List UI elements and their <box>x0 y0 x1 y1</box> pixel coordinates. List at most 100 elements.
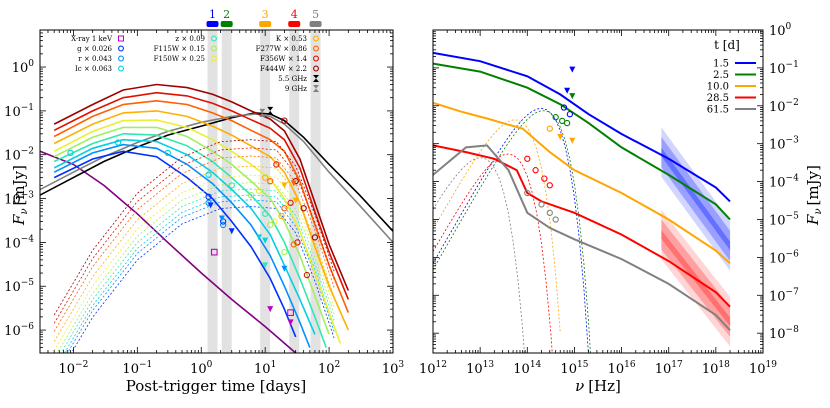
legend-label: 28.5 <box>707 93 729 104</box>
data-point <box>552 216 559 223</box>
light-curve <box>53 132 327 348</box>
left-legend: X-ray 1 keV g × 0.026 r × 0.043 Ic × 0.063 z… <box>71 35 319 93</box>
upper-limit <box>564 87 571 94</box>
legend-label: K × 0.53 <box>276 35 307 43</box>
y-tick-label: 10−7 <box>769 287 799 304</box>
upper-limit <box>557 134 564 141</box>
data-point <box>219 221 227 229</box>
upper-limit <box>569 93 576 100</box>
legend-label: F444W × 2.2 <box>260 65 307 73</box>
data-point <box>205 193 212 200</box>
thermal-component-curve <box>433 157 525 353</box>
epoch-band <box>260 30 271 353</box>
dashed-component-curve <box>53 139 335 316</box>
legend-label: g × 0.026 <box>77 45 112 53</box>
light-curve <box>53 91 350 300</box>
x-tick-label: 10−1 <box>122 360 152 377</box>
legend-marker <box>211 35 217 42</box>
data-point <box>524 189 531 197</box>
data-point <box>281 205 288 212</box>
legend-marker <box>211 45 217 52</box>
epoch-label: 1 <box>209 8 216 21</box>
upper-limit <box>228 228 235 235</box>
dashed-component-curve <box>53 147 335 324</box>
upper-limit <box>255 234 262 241</box>
light-curve <box>53 119 342 344</box>
legend-label: F115W × 0.15 <box>154 45 205 53</box>
x-tick-label: 100 <box>190 360 213 377</box>
light-curve <box>53 126 330 335</box>
data-point <box>532 167 539 174</box>
sed-curve <box>433 101 731 265</box>
legend-marker <box>313 75 319 82</box>
dashed-component-curve <box>64 194 335 353</box>
dashed-component-curve <box>66 199 335 353</box>
legend-marker <box>313 35 319 42</box>
x-tick-label: 10−2 <box>59 360 89 377</box>
legend-marker <box>313 85 319 92</box>
upper-limit <box>262 237 269 244</box>
legend-label: 1.5 <box>713 59 729 70</box>
light-curve <box>53 99 350 313</box>
y-tick-label: 10−6 <box>4 322 34 339</box>
x-tick-label: 1015 <box>560 360 588 377</box>
data-point <box>114 139 122 146</box>
xray-point <box>210 248 218 256</box>
data-point <box>164 149 171 157</box>
epoch-band <box>310 30 321 353</box>
light-curve <box>53 83 350 291</box>
data-point <box>303 271 311 279</box>
sed-curve <box>433 62 731 221</box>
right-chart-curves <box>433 51 731 353</box>
legend-label: Ic × 0.063 <box>75 65 112 73</box>
epoch-label: 2 <box>223 8 230 21</box>
data-point <box>546 125 553 132</box>
legend-label: F356W × 1.4 <box>260 55 307 63</box>
y-tick-label: 10−8 <box>769 325 799 342</box>
left-x-axis-label: Post-trigger time [days] <box>126 377 306 395</box>
legend-marker <box>118 65 124 72</box>
data-point <box>560 104 568 111</box>
epoch-label: 5 <box>312 8 319 21</box>
legend-marker <box>211 55 217 62</box>
left-plot-frame <box>39 29 394 354</box>
x-tick-label: 1017 <box>655 360 683 377</box>
legend-label: 10.0 <box>707 82 729 93</box>
x-tick-label: 101 <box>254 360 276 377</box>
data-point <box>262 174 269 181</box>
y-tick-label: 10−5 <box>4 278 34 295</box>
epoch-tab <box>206 21 219 27</box>
data-point <box>552 114 559 121</box>
data-point <box>287 199 294 206</box>
xray-point <box>287 309 294 316</box>
dashed-component-curve <box>60 188 335 353</box>
data-point <box>300 205 307 212</box>
legend-title: t [d] <box>714 38 740 52</box>
thermal-component-curve <box>433 119 561 334</box>
y-tick-label: 10−2 <box>4 147 34 164</box>
data-point <box>281 117 288 124</box>
epoch-label: 4 <box>291 8 298 21</box>
sed-curve <box>433 144 731 331</box>
data-point <box>205 171 212 178</box>
x-tick-label: 1016 <box>608 360 636 377</box>
thermal-component-curve <box>433 107 589 353</box>
legend-label: 61.5 <box>707 105 729 116</box>
light-curve <box>53 143 311 348</box>
legend-marker <box>118 55 124 62</box>
y-tick-label: 10−3 <box>769 136 799 153</box>
data-point <box>563 119 571 127</box>
legend-label: X-ray 1 keV <box>71 35 113 43</box>
data-point <box>278 212 285 220</box>
x-tick-label: 1014 <box>513 360 541 377</box>
epoch-band <box>207 30 218 353</box>
upper-limit <box>569 66 576 73</box>
light-curve <box>53 138 316 335</box>
y-tick-label: 10−5 <box>769 211 799 228</box>
legend-marker <box>313 65 319 72</box>
y-tick-label: 100 <box>12 59 35 76</box>
y-tick-label: 100 <box>769 22 792 39</box>
y-tick-label: 10−4 <box>4 234 34 251</box>
epoch-label: 3 <box>262 8 269 21</box>
